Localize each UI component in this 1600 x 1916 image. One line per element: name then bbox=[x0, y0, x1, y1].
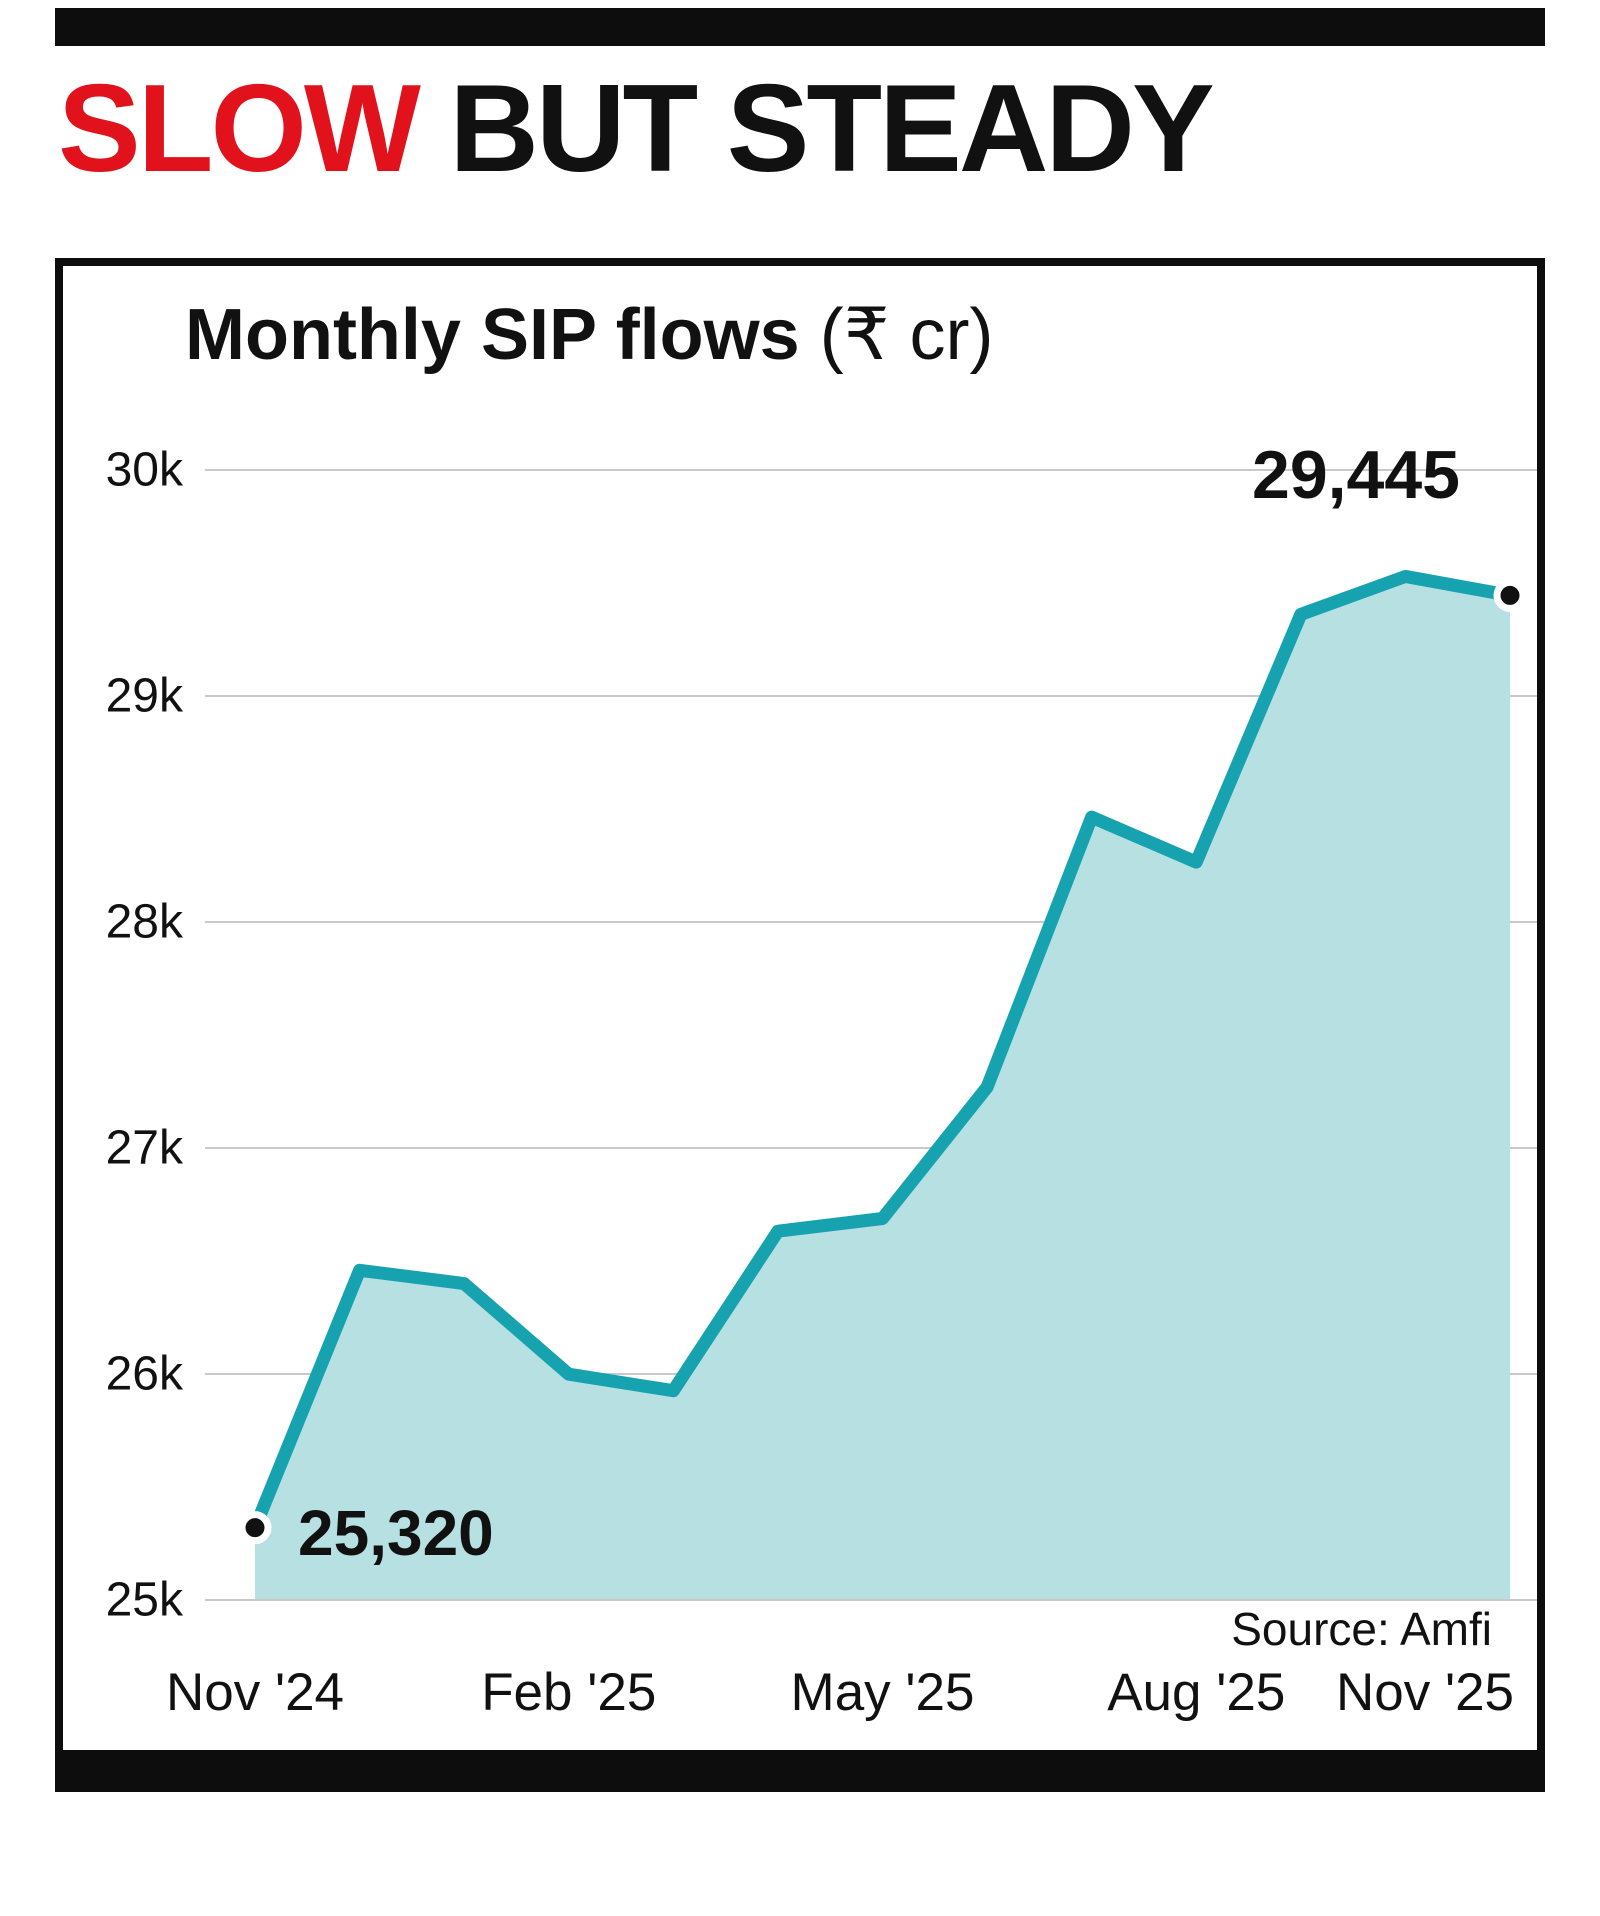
x-axis-label: Nov '25 bbox=[1335, 1663, 1515, 1722]
page-title-highlight: SLOW bbox=[58, 60, 421, 198]
top-rule bbox=[55, 8, 1545, 46]
x-axis-label: Feb '25 bbox=[481, 1663, 657, 1722]
area-fill bbox=[255, 576, 1510, 1599]
source-credit: Source: Amfi bbox=[1231, 1603, 1492, 1655]
start-value-annotation: 25,320 bbox=[298, 1497, 494, 1569]
page-title-rest: BUT STEADY bbox=[417, 60, 1214, 198]
x-axis-label: May '25 bbox=[790, 1663, 975, 1722]
y-axis-label: 26k bbox=[105, 1347, 183, 1401]
chart-title-unit: (₹ cr) bbox=[819, 295, 994, 375]
end-point-marker bbox=[1493, 578, 1527, 612]
page-title: SLOW BUT STEADY bbox=[58, 58, 1215, 200]
x-axis-label: Aug '25 bbox=[1107, 1663, 1286, 1722]
y-axis-label: 29k bbox=[105, 669, 183, 723]
chart-title-text: Monthly SIP flows bbox=[185, 295, 820, 375]
y-axis-label: 30k bbox=[105, 443, 183, 497]
y-axis-label: 25k bbox=[105, 1573, 183, 1627]
bottom-rule bbox=[55, 1750, 1545, 1792]
x-axis-label: Nov '24 bbox=[165, 1663, 345, 1722]
trend-line bbox=[248, 569, 1517, 1535]
end-value-annotation: 29,445 bbox=[1252, 437, 1460, 513]
y-axis-label: 27k bbox=[105, 1121, 183, 1175]
start-point-marker bbox=[238, 1511, 272, 1545]
chart-title: Monthly SIP flows (₹ cr) bbox=[185, 292, 993, 376]
y-axis-label: 28k bbox=[105, 895, 183, 949]
